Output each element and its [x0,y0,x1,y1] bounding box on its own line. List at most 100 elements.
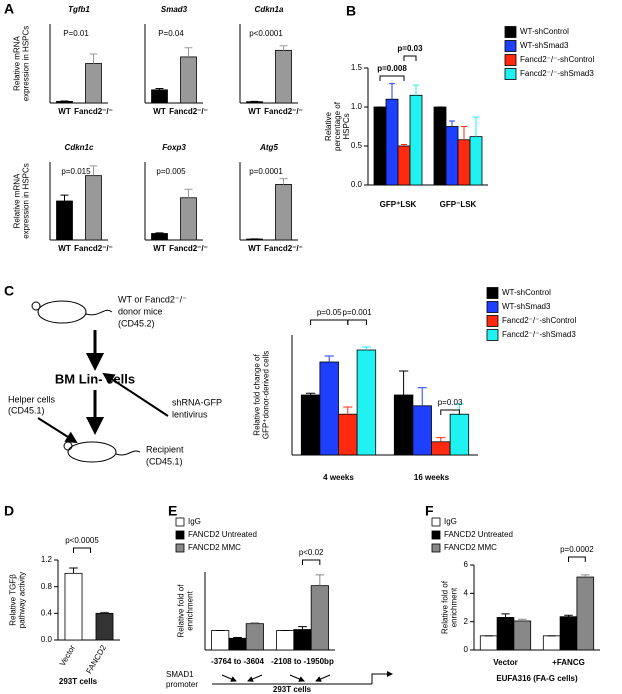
bar [56,200,73,241]
error-bar [60,194,69,201]
bar [496,617,515,651]
panel-label: F [425,503,434,519]
bar [431,441,451,456]
promoter-label: promoter [166,680,198,689]
panel-label: B [346,3,356,19]
error-bar [473,116,479,137]
error-bar [398,370,409,395]
bar [479,635,498,651]
error-bar [100,611,109,614]
legend-label: WT-shSmad3 [502,302,551,311]
promoter-label: SMAD1 [166,670,194,679]
y-tick-label: 4 [464,588,469,597]
y-axis-label: Relative fold change ofGFP⁺donor-derived… [253,351,271,439]
y-tick-label: 0 [464,645,469,654]
bar [338,413,358,456]
significance-bracket [403,55,417,61]
bar [409,94,423,186]
y-tick-label: 0.0 [351,180,363,189]
x-tick-label: WT [153,244,166,253]
chart-title: Cdkn1c [65,143,94,152]
p-value: p=0.005 [156,167,186,176]
diagram-label: shRNA-GFP [172,397,222,407]
bar [445,126,459,186]
error-bar [324,355,334,362]
panel-label: C [4,283,14,299]
bar [457,139,471,186]
chart-title: Atg5 [259,143,278,152]
workflow-diagram [31,300,169,463]
bar [300,394,321,456]
bar [151,233,168,241]
error-bar [184,47,193,57]
legend-swatch [486,301,499,313]
diagram-label: (CD45.1) [146,456,183,466]
x-tick-label: Fancd2⁻/⁻ [74,107,113,116]
y-tick-label: 1.0 [351,102,363,111]
y-axis-label: Relative mRNAexpression in HSPCs [13,26,31,102]
x-tick-label: WT [153,107,166,116]
error-bar [184,188,193,198]
error-bar [298,626,307,630]
legend-label: FANCD2 Untreated [444,530,513,539]
diagram-label: donor mice [118,306,163,316]
y-axis-label: Relativepercentage ofHSPCs [324,101,351,151]
diagram-label: lentivirus [172,409,208,419]
legend-label: Fancd2⁻/⁻-shControl [520,55,594,64]
bar [542,635,561,651]
arrow [102,372,169,417]
bar [373,106,387,186]
y-tick-label: 0.5 [351,141,363,150]
bar [449,413,470,456]
legend-label: FANCD2 MMC [188,543,241,552]
error-bar [389,83,395,100]
error-bar [461,126,467,140]
y-axis-label: Relative mRNAexpression in HSPCs [13,163,31,239]
p-value: p=0.0002 [560,545,594,554]
chart-title: Cdkn1a [255,5,284,14]
primer [289,674,305,682]
legend-swatch [175,517,185,527]
chart-title: Foxp3 [162,143,186,152]
bar [85,175,102,241]
legend-swatch [504,68,517,80]
significance-bracket [440,409,460,415]
x-tick-label: Fancd2⁻/⁻ [264,107,303,116]
p-value: p=0.001 [343,308,373,317]
x-tick-label: WT [248,244,261,253]
y-axis-label: Relative TGFβpathway activity [9,572,27,628]
bar [228,637,247,651]
diagram-label: (CD45.2) [118,318,155,328]
y-tick-label: 0.0 [41,635,53,644]
x-tick-label: Vector [493,658,517,667]
mouse-tail [85,309,113,316]
tss-arrow [371,671,393,684]
diagram-label: (CD45.1) [8,405,45,415]
x-tick-label: FANCD2 [84,643,108,675]
significance-bracket [302,559,321,565]
error-bar [436,437,446,442]
error-bar [581,574,590,578]
p-value: p<0.02 [299,548,324,557]
bar [85,63,102,104]
bar [397,145,411,186]
legend-swatch [486,329,499,341]
bar [56,101,73,104]
error-bar [413,84,419,96]
legend-label: WT-shControl [520,27,569,36]
mouse-icon [37,300,87,324]
x-tick-label: +FANCG [552,658,585,667]
x-tick-label: -2108 to -1950bp [271,657,334,666]
x-tick-label: 16 weeks [414,473,450,482]
primer [247,674,263,682]
bar [319,361,339,456]
bar [576,576,595,651]
primer [221,674,237,682]
bar [245,623,264,651]
bar [276,630,295,651]
legend-label: WT-shSmad3 [520,41,569,50]
p-value: P=0.01 [63,29,89,38]
x-axis-label: EUFA316 (FA-G cells) [496,674,578,683]
bar [433,106,447,186]
x-tick-label: Fancd2⁻/⁻ [74,244,113,253]
